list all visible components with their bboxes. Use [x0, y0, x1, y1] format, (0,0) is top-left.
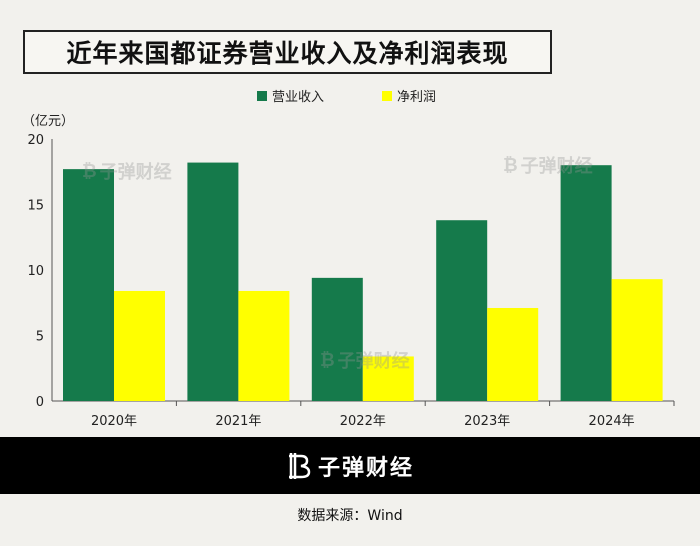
chart-title: 近年来国都证券营业收入及净利润表现 [23, 30, 552, 74]
y-tick-label: 0 [36, 395, 44, 410]
y-tick-label: 5 [36, 330, 44, 345]
revenue-bar [187, 162, 239, 401]
x-tick-label: 2020年 [91, 414, 137, 429]
profit-bar [487, 307, 539, 401]
revenue-bar [63, 169, 114, 401]
profit-bar [238, 290, 290, 401]
profit-bar [114, 290, 165, 401]
revenue-bar [311, 277, 363, 401]
brand-name: 子弹财经 [317, 455, 414, 481]
profit-bar [611, 279, 663, 401]
brand-logo: 子弹财经 [286, 450, 414, 482]
bar-chart: （亿元） 营业收入 净利润 0 5 10 15 20 2020年 2021年 2022年 2023年 2… [22, 90, 675, 429]
revenue-bar [560, 165, 612, 401]
legend-label: 营业收入 [272, 90, 324, 105]
x-tick-label: 2022年 [340, 414, 386, 429]
x-tick-label: 2021年 [215, 414, 261, 429]
legend-swatch [382, 91, 392, 101]
revenue-bar [436, 220, 488, 401]
legend-label: 净利润 [397, 90, 436, 105]
y-tick-label: 10 [27, 264, 44, 279]
legend-swatch [257, 91, 267, 101]
y-unit-label: （亿元） [22, 114, 74, 129]
x-tick-label: 2024年 [589, 414, 635, 429]
brand-logo-icon [288, 452, 311, 479]
y-tick-label: 20 [27, 133, 44, 148]
brand-footer: 子弹财经 [0, 437, 700, 494]
profit-bar [362, 356, 414, 401]
data-source: 数据来源：Wind [297, 508, 403, 524]
x-tick-label: 2023年 [464, 414, 510, 429]
y-tick-label: 15 [27, 199, 44, 214]
